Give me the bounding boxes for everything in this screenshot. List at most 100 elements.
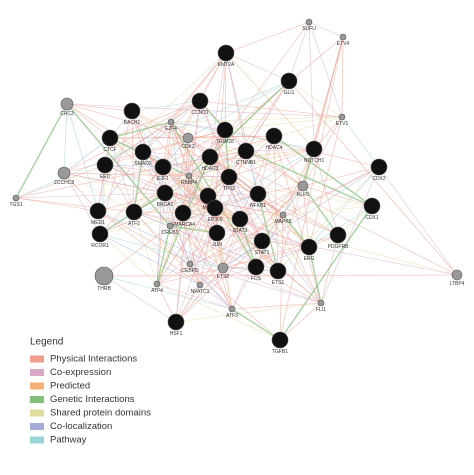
edge bbox=[133, 211, 218, 234]
edge bbox=[222, 218, 241, 269]
edge bbox=[63, 172, 99, 212]
legend-label: Physical Interactions bbox=[50, 354, 137, 365]
edge bbox=[199, 100, 343, 118]
edge bbox=[66, 103, 189, 139]
edge bbox=[175, 267, 224, 323]
edge bbox=[182, 212, 241, 220]
node bbox=[231, 210, 249, 228]
legend-swatch bbox=[30, 396, 44, 403]
node-label: ETV1 bbox=[336, 121, 349, 127]
node bbox=[247, 258, 265, 276]
node-label: KLF5 bbox=[297, 192, 309, 198]
edge bbox=[162, 100, 201, 168]
edge bbox=[257, 148, 315, 195]
node bbox=[253, 232, 271, 250]
node bbox=[57, 166, 71, 180]
node bbox=[96, 156, 114, 174]
node-label: SMAD2 bbox=[134, 161, 151, 167]
node bbox=[370, 158, 388, 176]
node-label: MAPK8 bbox=[275, 219, 292, 225]
node bbox=[201, 148, 219, 166]
edge bbox=[282, 148, 315, 216]
edge bbox=[104, 164, 135, 213]
edge bbox=[224, 129, 304, 187]
edge bbox=[288, 80, 458, 276]
node-label: PDGFRB bbox=[328, 244, 350, 250]
node-label: TGFB1 bbox=[272, 349, 288, 355]
node bbox=[91, 225, 109, 243]
edge bbox=[313, 148, 339, 236]
node-label: CEBPD bbox=[181, 268, 199, 274]
node-label: E2F1 bbox=[157, 176, 169, 182]
edge bbox=[245, 148, 315, 152]
node-label: NOTCH1 bbox=[304, 158, 325, 164]
node-label: LTBP4 bbox=[450, 281, 465, 287]
edge bbox=[257, 193, 279, 272]
node bbox=[297, 180, 309, 192]
node bbox=[279, 211, 287, 219]
node-label: ATF4 bbox=[151, 288, 163, 294]
edge bbox=[162, 148, 315, 168]
node-label: CRC3 bbox=[60, 111, 74, 117]
edge bbox=[214, 148, 315, 209]
edge bbox=[189, 263, 281, 341]
edge bbox=[308, 166, 380, 248]
legend-label: Genetic Interactions bbox=[50, 394, 135, 405]
edge bbox=[142, 151, 211, 158]
node bbox=[216, 121, 234, 139]
edge bbox=[302, 166, 380, 187]
node bbox=[154, 158, 172, 176]
node bbox=[206, 199, 224, 217]
edge bbox=[164, 192, 241, 220]
edge bbox=[156, 283, 281, 341]
node-label: NFKB1 bbox=[250, 203, 266, 209]
node-label: SUFU bbox=[302, 26, 316, 32]
node bbox=[153, 280, 161, 288]
edge bbox=[15, 197, 135, 213]
edge bbox=[279, 302, 322, 341]
edge bbox=[15, 164, 106, 199]
node-label: STAT3 bbox=[233, 228, 248, 234]
edge bbox=[257, 193, 310, 248]
edge bbox=[199, 266, 257, 286]
edge bbox=[231, 308, 281, 341]
node-label: RBBP4 bbox=[181, 180, 198, 186]
legend-swatch bbox=[30, 355, 44, 363]
edge bbox=[131, 110, 135, 213]
node-label: ATF3 bbox=[226, 313, 238, 319]
node-label: ZCCHC8 bbox=[54, 180, 74, 186]
edge bbox=[63, 103, 68, 174]
edge bbox=[15, 192, 166, 199]
edge bbox=[239, 218, 310, 248]
node-label: EP300 bbox=[207, 217, 222, 223]
edge bbox=[15, 197, 99, 212]
edge bbox=[222, 246, 310, 269]
node-label: BRCA1 bbox=[157, 202, 174, 208]
node-label: HDAC1 bbox=[202, 166, 219, 172]
edge bbox=[109, 121, 172, 139]
legend-label: Pathway bbox=[50, 435, 87, 446]
edge bbox=[245, 150, 322, 304]
node bbox=[228, 305, 236, 313]
edge bbox=[170, 116, 343, 123]
node bbox=[94, 266, 114, 286]
legend-swatch bbox=[30, 423, 44, 430]
legend-swatch bbox=[30, 409, 44, 417]
edge bbox=[131, 100, 201, 112]
edge bbox=[288, 21, 310, 82]
node bbox=[101, 129, 119, 147]
edge bbox=[142, 52, 227, 153]
node-label: STAT1 bbox=[255, 250, 270, 256]
edge bbox=[308, 246, 322, 304]
node bbox=[134, 143, 152, 161]
edge bbox=[156, 225, 171, 285]
node-label: EED bbox=[100, 174, 111, 180]
edge bbox=[97, 192, 166, 212]
node bbox=[89, 202, 107, 220]
node-label: CTNNB1 bbox=[236, 160, 256, 166]
edge bbox=[273, 135, 304, 187]
node-label: HDAC4 bbox=[266, 145, 283, 151]
edge bbox=[156, 232, 218, 285]
node-label: SMARCA4 bbox=[171, 222, 195, 228]
edge bbox=[170, 52, 227, 123]
